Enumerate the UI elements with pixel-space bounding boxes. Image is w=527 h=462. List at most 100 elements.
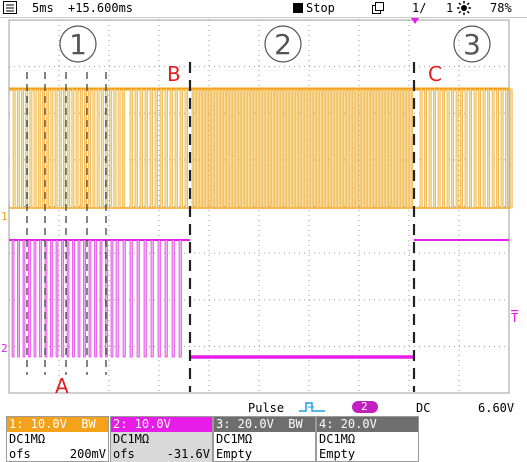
channel-1-pulse bbox=[320, 88, 324, 209]
channel-1-pulse bbox=[299, 88, 303, 209]
channel-1-pulse bbox=[236, 88, 240, 209]
channel-1-pulse bbox=[206, 88, 210, 209]
channel-2-pulse bbox=[39, 239, 42, 358]
trigger-level[interactable]: 6.60V bbox=[478, 401, 515, 415]
channel-1-coupling: DC1MΩ bbox=[9, 432, 46, 446]
channel-1-pulse bbox=[159, 88, 163, 209]
channel-1-pulse bbox=[455, 88, 459, 209]
channel-1-pulse bbox=[254, 88, 258, 209]
stop-icon[interactable] bbox=[292, 2, 304, 17]
channel-1-pulse bbox=[368, 88, 372, 209]
channel-1-pulse bbox=[335, 88, 339, 209]
channel-4-coupling: DC1MΩ bbox=[319, 432, 356, 446]
brightness-icon[interactable] bbox=[457, 1, 471, 18]
channel-2-pulse bbox=[22, 239, 26, 358]
channel-1-pulse bbox=[464, 88, 468, 209]
channel-1-pulse bbox=[401, 88, 405, 209]
channel-2-scale: 2: 10.0V bbox=[111, 417, 212, 432]
channel-1-offset-label: ofs bbox=[9, 447, 31, 461]
timebase-value[interactable]: 5ms bbox=[32, 1, 54, 15]
channel-2-pulse bbox=[136, 239, 140, 358]
trigger-source: 2 bbox=[361, 400, 368, 413]
channel-1-pulse bbox=[460, 88, 464, 209]
channel-1-pulse bbox=[109, 88, 113, 209]
channel-4-status: Empty bbox=[319, 447, 356, 461]
svg-text:2: 2 bbox=[274, 28, 292, 61]
channel-1-pulse bbox=[332, 88, 336, 209]
channel-1-pulse bbox=[46, 88, 50, 209]
channel-1-pulse bbox=[317, 88, 321, 209]
waveform-display: 1 2 T 1 2 3 A B C bbox=[1, 18, 518, 398]
channel-3-info[interactable]: 3: 20.0V BW DC1MΩ Empty bbox=[213, 416, 316, 462]
channel-1-pulse bbox=[505, 88, 509, 209]
channel-1-pulse bbox=[442, 88, 446, 209]
channel-1-pulse bbox=[371, 88, 375, 209]
channel-1-pulse bbox=[424, 88, 428, 209]
channel-1-pulse bbox=[169, 88, 173, 209]
horizontal-position[interactable]: +15.600ms bbox=[68, 1, 134, 15]
status-bar: 5ms +15.600ms Stop 1/ 1 78% bbox=[0, 0, 527, 18]
channel-1-pulse bbox=[12, 88, 16, 209]
cursor-markers bbox=[26, 62, 416, 392]
channel-1-pulse bbox=[263, 88, 267, 209]
run-state[interactable]: Stop bbox=[306, 1, 335, 15]
channel-1-pulse bbox=[469, 88, 473, 209]
channel-1-pulse bbox=[154, 88, 158, 209]
channel-1-pulse bbox=[446, 88, 450, 209]
channel-1-pulse bbox=[287, 88, 291, 209]
channel-1-pulse bbox=[248, 88, 252, 209]
channel-1-pulse bbox=[58, 88, 62, 209]
channel-1-pulse bbox=[305, 88, 309, 209]
channel-1-pulse bbox=[96, 88, 100, 209]
channel-2-pulse bbox=[94, 239, 97, 358]
channel-1-pulse bbox=[227, 88, 231, 209]
channel-1-pulse bbox=[50, 88, 54, 209]
trigger-position-marker bbox=[411, 18, 419, 24]
channel-1-info[interactable]: 1: 10.0V BW DC1MΩ ofs 200mV bbox=[6, 416, 109, 462]
channel-1-pulse bbox=[350, 88, 354, 209]
channel-1-pulse bbox=[404, 88, 408, 209]
trigger-coupling[interactable]: DC bbox=[416, 401, 431, 415]
channel-1-pulse bbox=[383, 88, 387, 209]
channel-1-pulse bbox=[482, 88, 486, 209]
channel-1-pulse bbox=[224, 88, 228, 209]
channel-1-pulse bbox=[144, 88, 148, 209]
channel-1-pulse bbox=[221, 88, 225, 209]
channel-1-pulse bbox=[149, 88, 153, 209]
channel-1-pulse bbox=[272, 88, 276, 209]
trigger-source-badge[interactable] bbox=[352, 400, 378, 416]
channel-1-pulse bbox=[386, 88, 390, 209]
channel-1-pulse bbox=[71, 88, 75, 209]
sequence-icon[interactable] bbox=[372, 2, 386, 17]
marker-A-label: A bbox=[55, 374, 69, 398]
channel-1-pulse bbox=[139, 88, 143, 209]
channel-2-trace bbox=[9, 239, 509, 359]
channel-3-scale: 3: 20.0V BW bbox=[214, 417, 315, 432]
channel-1-pulse bbox=[290, 88, 294, 209]
channel-2-pulse bbox=[44, 239, 48, 358]
channel-1-pulse bbox=[491, 88, 495, 209]
channel-1-pulse bbox=[129, 88, 133, 209]
trigger-mode[interactable]: Pulse bbox=[248, 401, 285, 415]
channel-1-pulse bbox=[478, 88, 482, 209]
channel-1-pulse bbox=[164, 88, 168, 209]
menu-icon[interactable] bbox=[3, 1, 17, 17]
channel-1-pulse bbox=[296, 88, 300, 209]
channel-2-pulse bbox=[178, 239, 182, 358]
channel-2-info[interactable]: 2: 10.0V DC1MΩ ofs -31.6V bbox=[110, 416, 213, 462]
channel-4-info[interactable]: 4: 20.0V DC1MΩ Empty bbox=[316, 416, 419, 462]
channel-1-offset: 200mV bbox=[69, 447, 106, 461]
trigger-info-bar: Pulse 2 DC 6.60V bbox=[0, 399, 527, 462]
channel-1-pulse bbox=[509, 88, 513, 209]
channel-1-pulse bbox=[245, 88, 249, 209]
channel-1-pulse bbox=[398, 88, 402, 209]
channel-1-pulse bbox=[473, 88, 477, 209]
channel-1-pulse bbox=[356, 88, 360, 209]
channel-1-pulse bbox=[179, 88, 183, 209]
region-2-label: 2 bbox=[264, 25, 302, 63]
channel-1-pulse bbox=[191, 88, 195, 209]
channel-1-pulse bbox=[257, 88, 261, 209]
channel-1-pulse bbox=[75, 88, 79, 209]
channel-1-pulse bbox=[16, 88, 20, 209]
channel-2-pulse bbox=[55, 239, 59, 358]
